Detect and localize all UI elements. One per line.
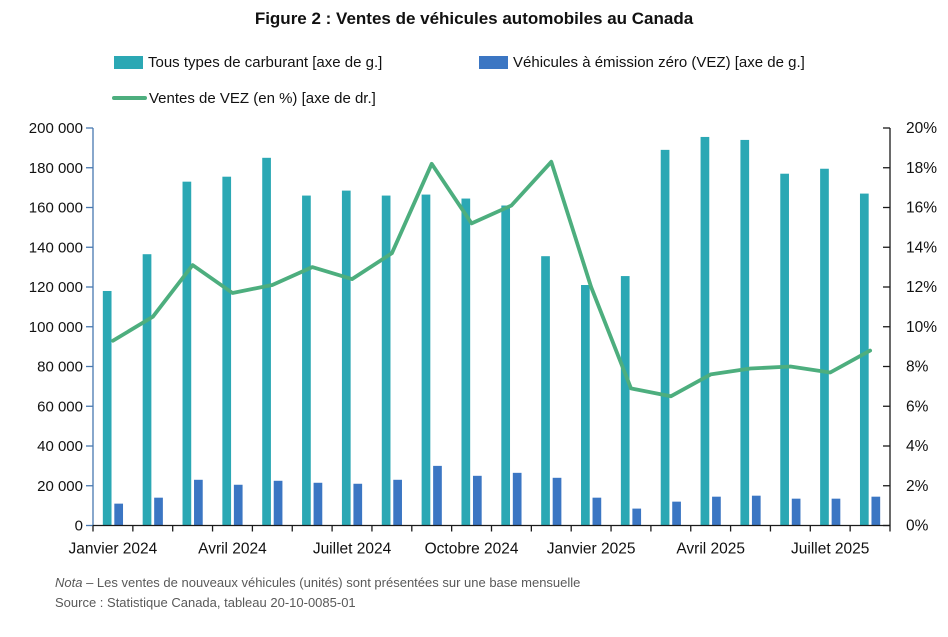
- right-axis-tick-label: 20%: [906, 120, 937, 137]
- right-axis-tick-label: 14%: [906, 239, 937, 256]
- zev-bar: [433, 465, 442, 526]
- all-fuels-bar: [859, 193, 869, 526]
- zev-bar: [552, 477, 562, 526]
- left-axis-tick-label: 100 000: [29, 319, 83, 336]
- all-fuels-bar: [660, 149, 670, 526]
- zev-bar: [512, 472, 522, 526]
- x-axis-month-label: Juillet 2024: [313, 541, 392, 558]
- right-axis-tick-label: 6%: [906, 398, 929, 415]
- legend-label-zev: Véhicules à émission zéro (VEZ) [axe de …: [513, 53, 805, 71]
- x-axis-month-label: Janvier 2025: [547, 541, 636, 558]
- left-axis-tick-label: 0: [75, 518, 83, 535]
- all-fuels-bar: [740, 139, 750, 526]
- all-fuels-bar: [182, 181, 192, 526]
- right-axis: 0% 2% 4% 6% 8% 10% 12% 14% 16% 18% 20%: [883, 120, 937, 535]
- right-axis-tick-label: 16%: [906, 200, 937, 217]
- left-axis: 0 20 000 40 000 60 000 80 000 100 000 120 000 1…: [29, 120, 94, 535]
- all-fuels-bar: [302, 195, 311, 526]
- all-fuels-bar: [780, 173, 789, 526]
- source-text: Source : Statistique Canada, tableau 20-…: [55, 595, 356, 610]
- right-axis-tick-label: 8%: [906, 359, 929, 376]
- zev-bar: [154, 497, 163, 526]
- left-axis-tick-label: 140 000: [29, 239, 83, 256]
- legend-item-zev-percent: Ventes de VEZ (en %) [axe de dr.]: [112, 89, 376, 107]
- all-fuels-bar: [102, 290, 112, 526]
- zev-bar: [393, 479, 402, 526]
- zev-bar: [273, 480, 283, 526]
- left-axis-tick-label: 40 000: [37, 438, 83, 455]
- zev-bars: [114, 465, 881, 526]
- zev-bar: [592, 497, 602, 526]
- chart-title: Figure 2 : Ventes de véhicules automobil…: [254, 9, 694, 28]
- all-fuels-bar: [222, 176, 232, 526]
- all-fuels-bar: [700, 136, 710, 526]
- zev-bar: [313, 482, 323, 526]
- zev-bar: [233, 484, 243, 526]
- right-axis-tick-label: 12%: [906, 279, 937, 296]
- zev-bar: [871, 496, 881, 526]
- x-axis: Janvier 2024 Avril 2024 Juillet 2024 Octobr…: [69, 524, 891, 558]
- nota-prefix: Nota: [55, 575, 83, 590]
- x-axis-month-label: Janvier 2024: [69, 541, 158, 558]
- left-axis-tick-label: 200 000: [29, 120, 83, 137]
- left-axis-tick-label: 60 000: [37, 398, 83, 415]
- nota-rest: – Les ventes de nouveaux véhicules (unit…: [82, 575, 581, 590]
- legend-label-zev-percent: Ventes de VEZ (en %) [axe de dr.]: [149, 89, 376, 107]
- zev-bar: [672, 501, 681, 526]
- zev-bar: [194, 479, 203, 526]
- all-fuels-bar: [541, 256, 550, 526]
- right-axis-tick-label: 18%: [906, 160, 937, 177]
- all-fuels-bar: [381, 195, 391, 526]
- right-axis-tick-label: 10%: [906, 319, 937, 336]
- left-axis-tick-label: 120 000: [29, 279, 83, 296]
- all-fuels-bar: [262, 157, 271, 526]
- x-axis-month-label: Octobre 2024: [425, 541, 519, 558]
- x-axis-month-label: Avril 2025: [676, 541, 745, 558]
- legend-item-all-fuels: Tous types de carburant [axe de g.]: [114, 53, 383, 71]
- x-axis-month-label: Juillet 2025: [791, 541, 869, 558]
- right-axis-tick-label: 2%: [906, 478, 929, 495]
- zev-bar: [712, 496, 721, 526]
- zev-bar: [791, 498, 801, 526]
- zev-bar: [831, 498, 841, 526]
- right-axis-tick-label: 0%: [906, 518, 929, 535]
- zev-bar: [751, 495, 761, 526]
- left-axis-tick-label: 180 000: [29, 160, 83, 177]
- x-axis-month-label: Avril 2024: [198, 541, 267, 558]
- nota-text: Nota – Les ventes de nouveaux véhicules …: [55, 575, 580, 590]
- all-fuels-bar: [620, 276, 630, 526]
- zev-bar: [632, 508, 642, 526]
- all-fuels-bar: [581, 285, 590, 526]
- all-fuels-bar: [421, 194, 431, 526]
- zev-bar: [114, 503, 124, 526]
- all-fuels-bar: [341, 190, 351, 526]
- left-axis-tick-label: 160 000: [29, 200, 83, 217]
- zev-percent-line: [111, 159, 872, 399]
- legend-item-zev: Véhicules à émission zéro (VEZ) [axe de …: [479, 53, 805, 71]
- zev-percent-line-swatch-icon: [112, 95, 147, 101]
- left-axis-tick-label: 80 000: [37, 359, 83, 376]
- all-fuels-bar: [142, 254, 152, 526]
- right-axis-tick-label: 4%: [906, 438, 929, 455]
- zev-bar: [353, 483, 363, 526]
- all-fuels-swatch-icon: [114, 55, 143, 69]
- all-fuels-bars: [102, 136, 869, 526]
- legend-label-all-fuels: Tous types de carburant [axe de g.]: [148, 53, 383, 71]
- left-axis-tick-label: 20 000: [37, 478, 83, 495]
- all-fuels-bar: [461, 198, 471, 526]
- zev-swatch-icon: [479, 55, 508, 69]
- all-fuels-bar: [820, 168, 829, 526]
- all-fuels-bar: [501, 205, 511, 526]
- zev-bar: [472, 475, 482, 526]
